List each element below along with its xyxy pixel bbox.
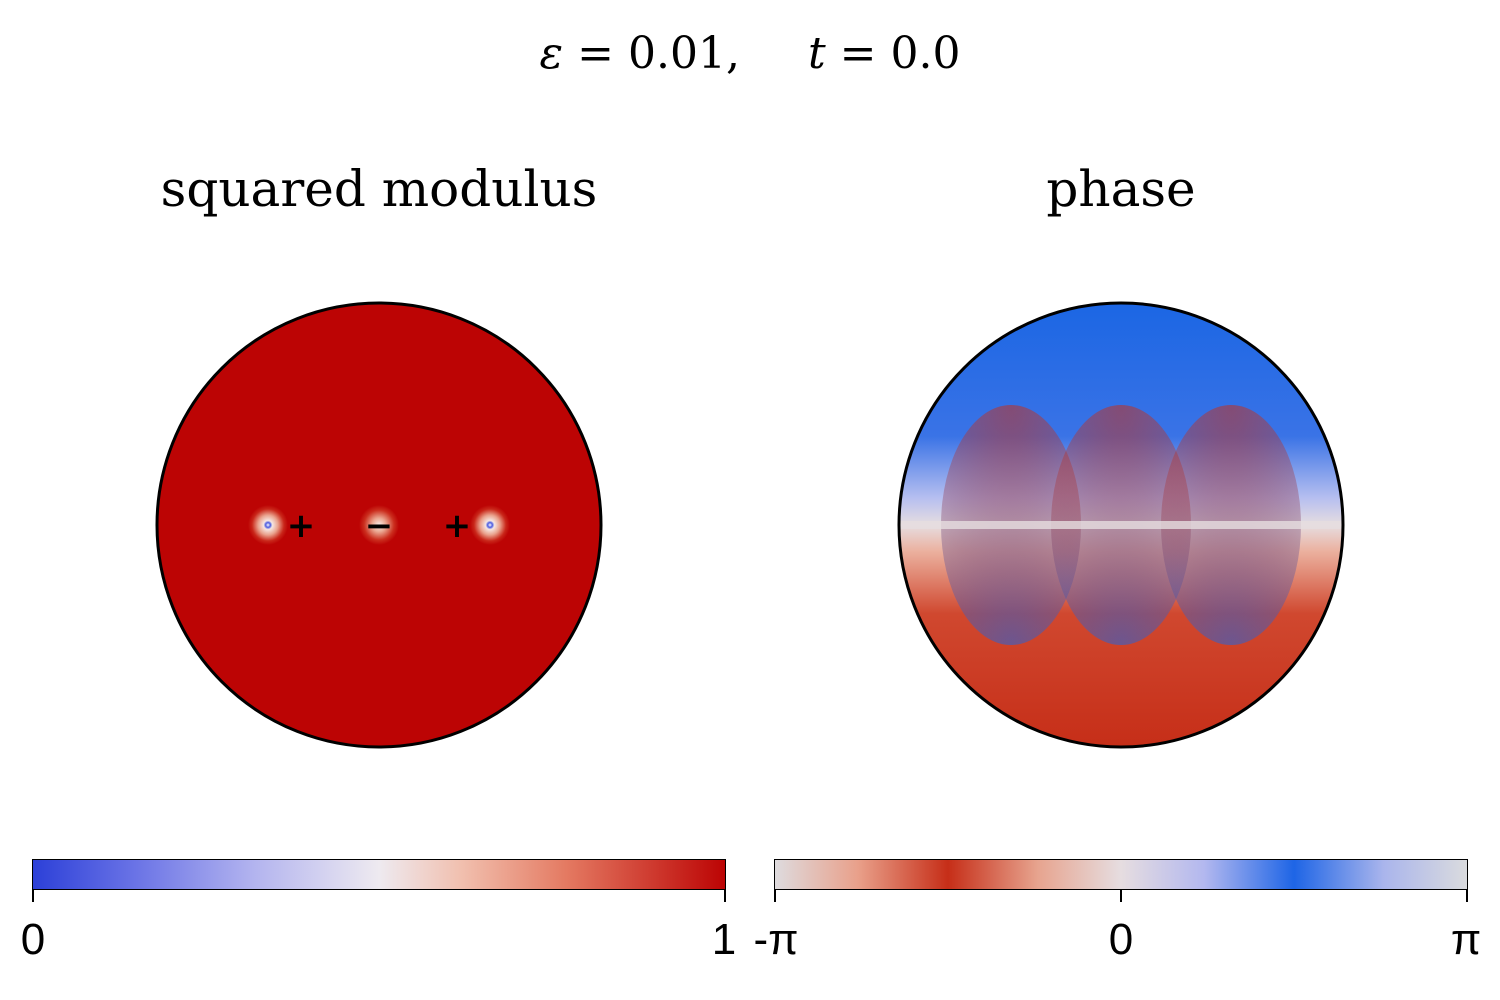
phase-tick-label-0: 0 xyxy=(1108,915,1134,964)
vortex-core-left xyxy=(248,505,288,545)
vortex-core-right xyxy=(470,505,510,545)
phase-tick-neg-pi xyxy=(774,890,776,902)
squared-modulus-plot: + − + xyxy=(155,301,603,749)
minus-marker-center: − xyxy=(365,506,394,546)
phase-tick-label-pi: π xyxy=(1450,915,1482,964)
plus-marker-right: + xyxy=(443,506,472,546)
phase-colorbar xyxy=(774,859,1468,890)
figure-title: ε = 0.01, t = 0.0 xyxy=(0,28,1500,79)
phase-plot xyxy=(897,301,1345,749)
modulus-tick-label-1: 1 xyxy=(711,915,737,964)
phase-tick-pi xyxy=(1466,890,1468,902)
phase-disk-outline xyxy=(897,301,1345,749)
modulus-colorbar xyxy=(32,859,726,890)
squared-modulus-title: squared modulus xyxy=(160,160,598,218)
time-value: = 0.0 xyxy=(839,28,961,79)
phase-title: phase xyxy=(1046,160,1196,218)
time-symbol: t xyxy=(807,28,826,79)
vortex-core-center xyxy=(359,505,399,545)
modulus-tick-0 xyxy=(32,890,34,902)
phase-branch-line xyxy=(899,521,1343,529)
phase-tick-label-neg-pi: -π xyxy=(753,915,799,964)
phase-tick-0 xyxy=(1120,890,1122,902)
epsilon-value: = 0.01, xyxy=(577,28,740,79)
epsilon-symbol: ε xyxy=(539,28,564,79)
modulus-tick-label-0: 0 xyxy=(20,915,46,964)
plus-marker-left: + xyxy=(287,506,316,546)
modulus-tick-1 xyxy=(724,890,726,902)
